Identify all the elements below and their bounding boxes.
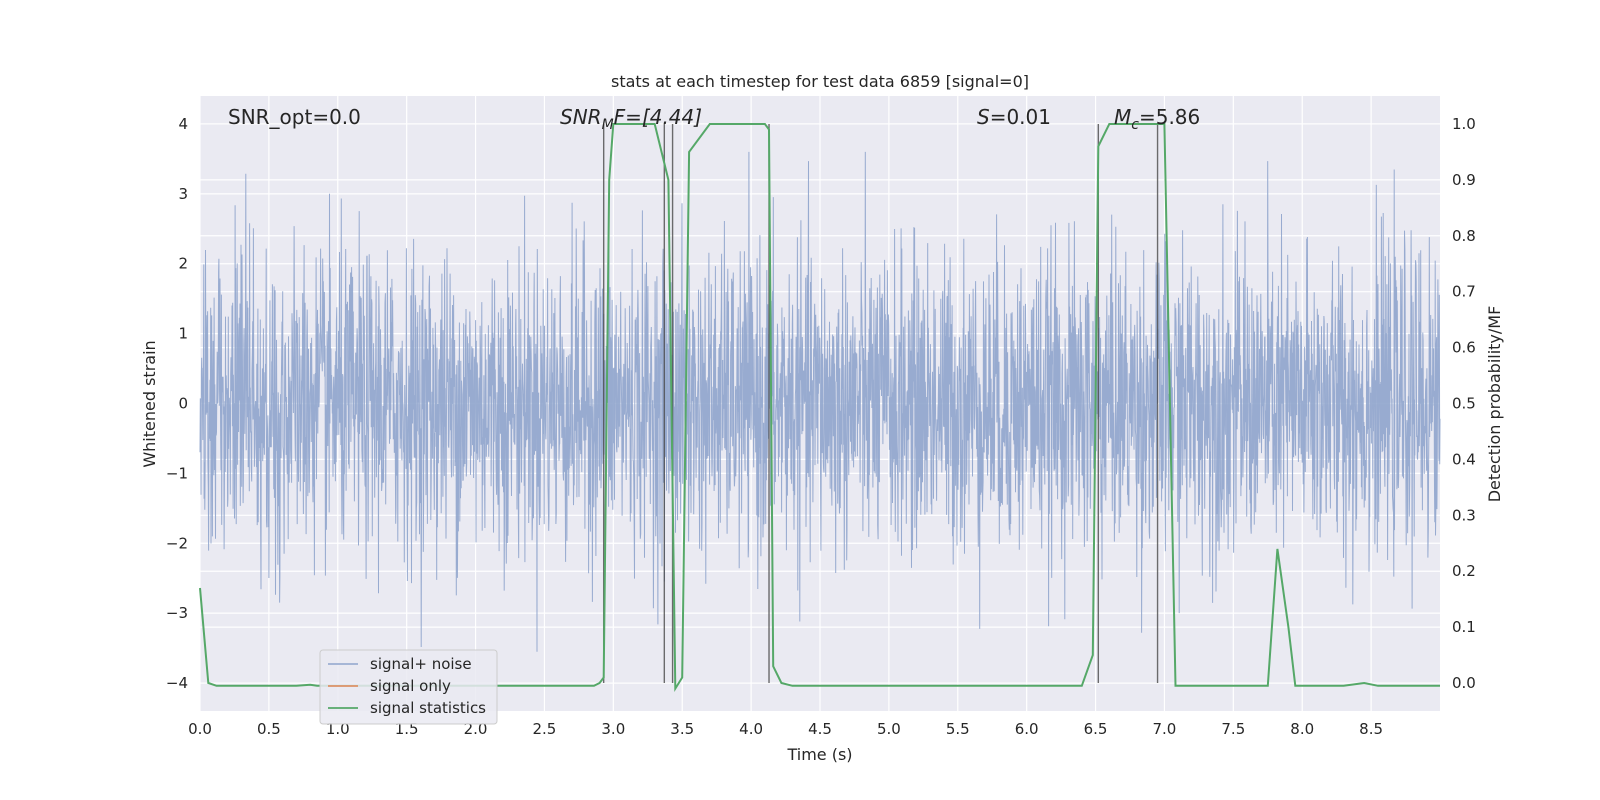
y2-tick-label: 0.8 [1452,227,1476,245]
y2-tick-label: 0.3 [1452,506,1476,524]
x-tick-label: 8.0 [1290,720,1314,738]
y2-tick-label: 0.0 [1452,674,1476,692]
y-tick-label: 0 [178,395,188,413]
signal-noise-series [199,151,1441,652]
y-ticks: 4 3 2 1 0 −1 −2 −3 −4 [166,115,188,692]
y-tick-label: −3 [166,604,188,622]
x-tick-label: 4.5 [808,720,832,738]
y2-tick-label: 0.9 [1452,171,1476,189]
y2-tick-label: 1.0 [1452,115,1476,133]
x-tick-label: 7.0 [1153,720,1177,738]
annotation-snr-mf: SNRMF=[4.44] [560,105,702,133]
chart-title: stats at each timestep for test data 685… [611,72,1029,91]
legend: signal+ noise signal only signal statist… [319,649,498,725]
y2-tick-label: 0.2 [1452,562,1476,580]
legend-label-signal-statistics: signal statistics [370,699,486,717]
x-tick-label: 4.0 [739,720,763,738]
y-axis-label: Whitened strain [140,340,159,467]
x-tick-label: 3.0 [601,720,625,738]
y2-tick-label: 0.6 [1452,339,1476,357]
x-axis-label: Time (s) [786,745,852,764]
y-tick-label: 3 [178,185,188,203]
x-tick-label: 5.5 [946,720,970,738]
y2-tick-label: 0.1 [1452,618,1476,636]
signal-noise-line [199,151,1441,652]
x-tick-label: 8.5 [1359,720,1383,738]
x-tick-label: 6.5 [1084,720,1108,738]
y-tick-label: −2 [166,534,188,552]
y-tick-label: −4 [166,674,188,692]
x-tick-label: 2.5 [533,720,557,738]
y2-tick-label: 0.5 [1452,395,1476,413]
legend-label-signal-only: signal only [370,677,451,695]
y2-tick-label: 0.4 [1452,450,1476,468]
legend-box [319,649,498,725]
x-tick-label: 3.5 [670,720,694,738]
annotation-mc: Mc=5.86 [1114,105,1200,133]
x-tick-label: 7.5 [1221,720,1245,738]
y-tick-label: 1 [178,325,188,343]
x-tick-label: 5.0 [877,720,901,738]
annotation-s: S=0.01 [977,105,1051,129]
y2-axis-label: Detection probability/MF [1485,306,1504,503]
y-tick-label: 2 [178,255,188,273]
x-tick-label: 0.0 [188,720,212,738]
y2-tick-label: 0.7 [1452,283,1476,301]
legend-label-signal-noise: signal+ noise [370,655,472,673]
y-tick-label: 4 [178,115,188,133]
annotation-snr-opt: SNR_opt=0.0 [228,105,361,129]
x-tick-label: 0.5 [257,720,281,738]
y2-ticks: 1.0 0.9 0.8 0.7 0.6 0.5 0.4 0.3 0.2 0.1 0.0 [1452,115,1476,692]
y-tick-label: −1 [166,464,188,482]
x-tick-label: 6.0 [1015,720,1039,738]
